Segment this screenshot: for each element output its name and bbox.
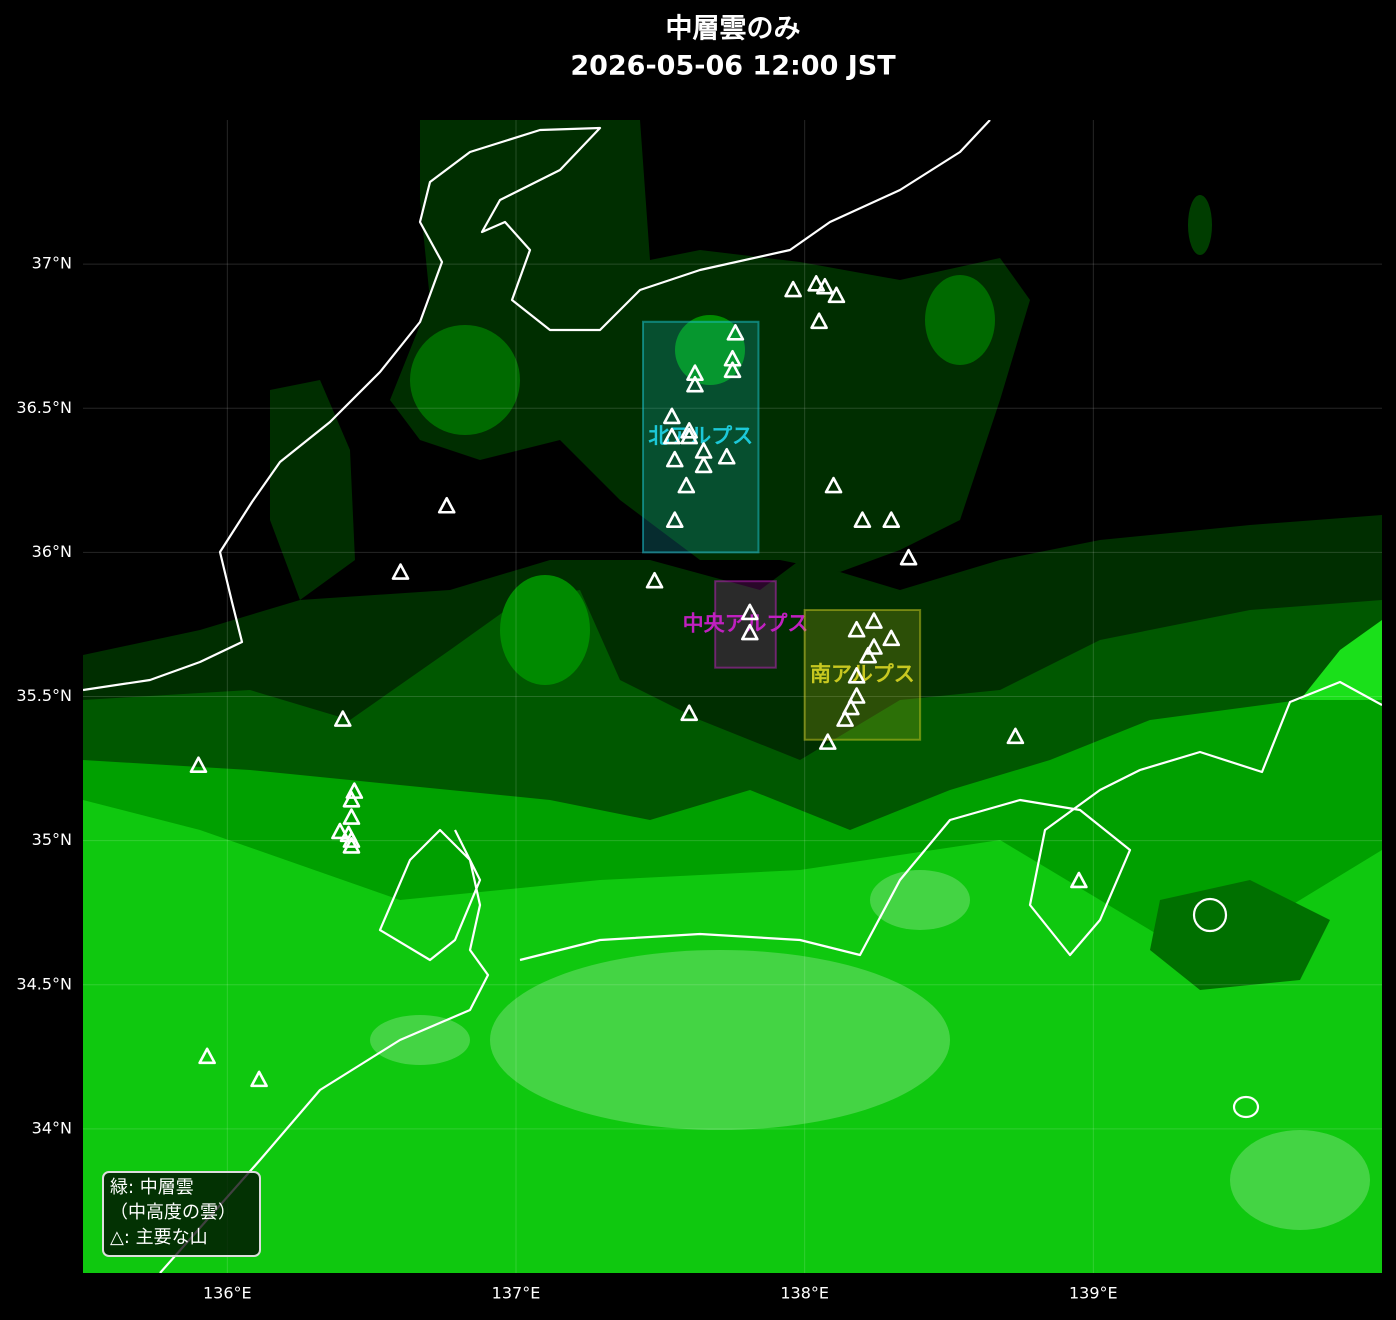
mountain-marker [824, 476, 843, 494]
cloud-contour [870, 870, 970, 930]
mountain-marker [663, 427, 681, 445]
y-tick-label: 36.5°N [16, 398, 72, 417]
mountain-marker [882, 511, 901, 528]
coastline-path [83, 120, 991, 692]
mountain-marker [859, 646, 877, 664]
cloud-layer [83, 120, 1382, 1273]
mountain-marker [686, 375, 704, 393]
cloud-contour [1300, 620, 1382, 700]
legend-box [102, 1171, 261, 1257]
mountain-marker [645, 571, 664, 589]
x-tick-label: 137°E [492, 1284, 541, 1303]
cloud-contour [410, 325, 520, 435]
y-tick-label: 35.5°N [16, 686, 72, 705]
mountain-marker [331, 822, 349, 840]
mountain-marker [865, 638, 883, 655]
x-tick-label: 138°E [780, 1284, 829, 1303]
cloud-contour [675, 315, 745, 385]
mountain-marker [836, 710, 854, 727]
coastline [83, 120, 1382, 1273]
x-tick-label: 136°E [203, 1284, 252, 1303]
mountain-marker [198, 1047, 216, 1065]
mountain-marker [865, 612, 883, 629]
legend-text: 緑: 中層雲 [110, 1177, 194, 1198]
mountain-marker [847, 667, 866, 684]
mountain-marker [663, 407, 681, 425]
mountains [189, 275, 1088, 1088]
map-subtitle: 2026-05-06 12:00 JST [570, 51, 896, 82]
mountain-marker [853, 511, 872, 528]
mountain-marker [741, 603, 759, 621]
y-tick-label: 35°N [32, 830, 72, 849]
y-tick-label: 37°N [32, 254, 72, 273]
coastline-path [159, 828, 490, 1273]
mountain-marker [333, 710, 352, 727]
legend-text: △: 主要な山 [110, 1227, 208, 1248]
cloud-contour [1188, 195, 1212, 255]
mountain-marker [680, 427, 699, 445]
legend: 緑: 中層雲 （中高度の雲） △: 主要な山 [102, 1171, 261, 1257]
region-label: 北アルプス [648, 424, 753, 448]
mountain-marker [694, 456, 713, 474]
mountain-marker [810, 312, 828, 330]
mountain-marker [726, 324, 745, 341]
region-box [642, 320, 760, 554]
mountain-marker [250, 1070, 268, 1088]
mountain-marker [437, 496, 456, 514]
cloud-contour [500, 575, 590, 685]
legend-text: （中高度の雲） [110, 1202, 236, 1223]
mountain-marker [342, 790, 361, 808]
cloud-contour [1230, 1130, 1370, 1230]
cloud-contour [370, 1015, 470, 1065]
x-tick-label: 139°E [1069, 1284, 1118, 1303]
mountain-marker [342, 808, 361, 825]
mountain-marker [680, 704, 699, 722]
ticks: 136°E 137°E 138°E 139°E 34°N 34.5°N 35°N 35.5°N… [16, 254, 1117, 1303]
mountain-marker [342, 831, 361, 848]
y-tick-label: 34.5°N [16, 974, 72, 993]
mountain-marker [741, 623, 759, 641]
mountain-marker [391, 563, 410, 580]
coastline-path [519, 680, 1382, 962]
mountain-marker [189, 756, 208, 773]
y-tick-label: 34°N [32, 1118, 72, 1137]
mountain-marker [899, 548, 918, 566]
island [1232, 1095, 1260, 1119]
mountain-marker [342, 837, 361, 854]
mountain-marker [1006, 727, 1025, 745]
mountain-marker [882, 629, 901, 647]
grid [83, 120, 1382, 1273]
cloud-contour [490, 950, 950, 1130]
mountain-marker [723, 361, 742, 379]
mountain-marker [847, 620, 866, 638]
region-box [714, 580, 777, 669]
mountain-marker [816, 277, 834, 295]
mountain-marker [677, 476, 696, 494]
mountain-marker [784, 280, 802, 298]
cloud-contour [270, 380, 355, 600]
mountain-marker [847, 687, 866, 704]
island [1192, 897, 1228, 933]
mountain-marker [717, 447, 736, 465]
mountain-marker [818, 733, 837, 750]
mountain-marker [807, 275, 826, 292]
mountain-marker [842, 698, 860, 716]
map-title: 中層雲のみ [666, 14, 801, 45]
mountain-marker [680, 422, 699, 439]
mountain-marker [665, 450, 684, 468]
mountain-marker [1070, 871, 1088, 889]
y-tick-label: 36°N [32, 542, 72, 561]
mountain-marker [665, 511, 684, 528]
cloud-contour [925, 275, 995, 365]
mountain-marker [827, 286, 846, 304]
